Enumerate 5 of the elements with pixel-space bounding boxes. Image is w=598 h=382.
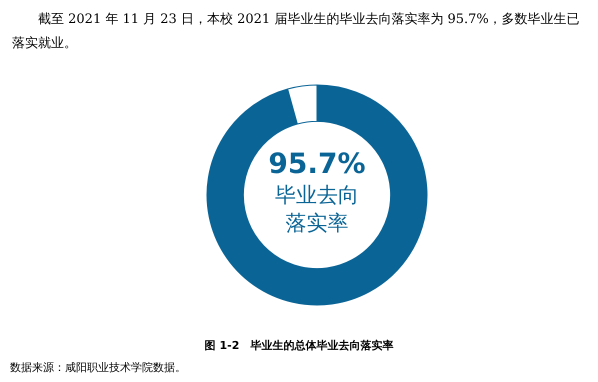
chart-subtitle: 截至 2021 年 11 月 23 日，本校 2021 届毕业生的毕业去向落实率为 95.7%，多数毕业生已落实就业。 xyxy=(11,11,581,53)
data-label: 95.7% xyxy=(267,147,367,181)
text: 图 1-2 毕业生的总体毕业去向落实率 xyxy=(204,338,394,353)
text: 毕业去向落实率 xyxy=(274,182,360,237)
source-note: 数据来源：咸阳职业技术学院数据。 xyxy=(10,360,186,375)
